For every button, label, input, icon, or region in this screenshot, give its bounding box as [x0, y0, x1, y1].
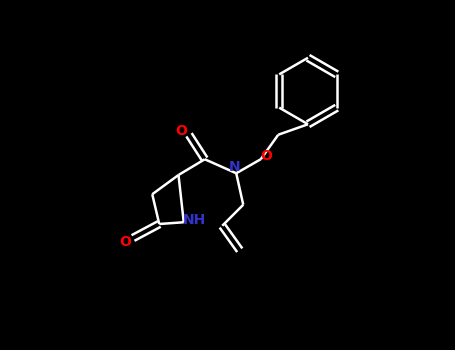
Text: NH: NH — [182, 214, 206, 228]
Text: N: N — [229, 160, 240, 174]
Text: O: O — [260, 149, 272, 163]
Text: O: O — [175, 124, 187, 138]
Text: O: O — [119, 234, 131, 248]
